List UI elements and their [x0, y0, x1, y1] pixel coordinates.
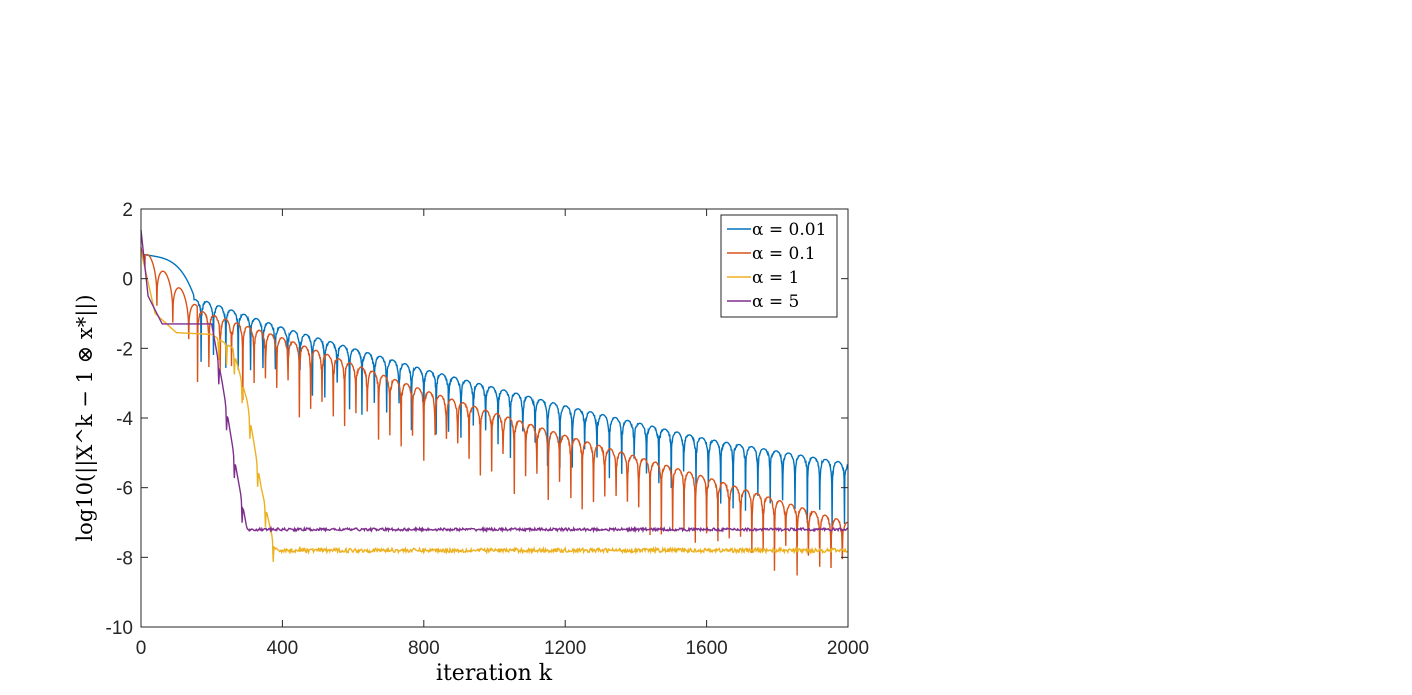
y-tick-label-4: -6 — [116, 479, 133, 500]
y-tick-label-3: -4 — [116, 409, 133, 430]
series-layer — [140, 229, 849, 576]
legend-box — [720, 214, 838, 318]
y-axis-label: log10(||X^k − 1 ⊗ x*||) — [73, 294, 98, 541]
series-line-2 — [140, 250, 849, 562]
y-tick-label-2: -2 — [116, 339, 133, 360]
legend-entry-3: α = 5 — [752, 292, 799, 312]
series-line-3 — [140, 229, 849, 534]
y-tick-label-0: 2 — [122, 200, 133, 221]
y-tick-label-5: -8 — [116, 548, 133, 569]
series-line-1 — [140, 247, 849, 576]
y-tick-label-6: -10 — [106, 618, 133, 639]
x-tick-label-3: 1200 — [544, 638, 586, 659]
x-tick-label-5: 2000 — [827, 638, 869, 659]
x-tick-label-0: 0 — [136, 638, 147, 659]
legend-entry-2: α = 1 — [752, 268, 799, 288]
legend-entry-0: α = 0.01 — [752, 220, 826, 240]
x-axis-label: iteration k — [436, 661, 553, 686]
x-tick-label-2: 800 — [408, 638, 440, 659]
legend: α = 0.01 α = 0.1 α = 1 α = 5 — [720, 214, 838, 318]
series-line-0 — [140, 253, 849, 527]
y-tick-label-1: 0 — [122, 270, 133, 291]
ticks-layer: 0 400 800 1200 1600 2000 2 0 -2 -4 -6 -8 -10 — [106, 200, 870, 659]
x-tick-label-1: 400 — [267, 638, 299, 659]
legend-entry-1: α = 0.1 — [752, 244, 816, 264]
x-tick-label-4: 1600 — [685, 638, 727, 659]
